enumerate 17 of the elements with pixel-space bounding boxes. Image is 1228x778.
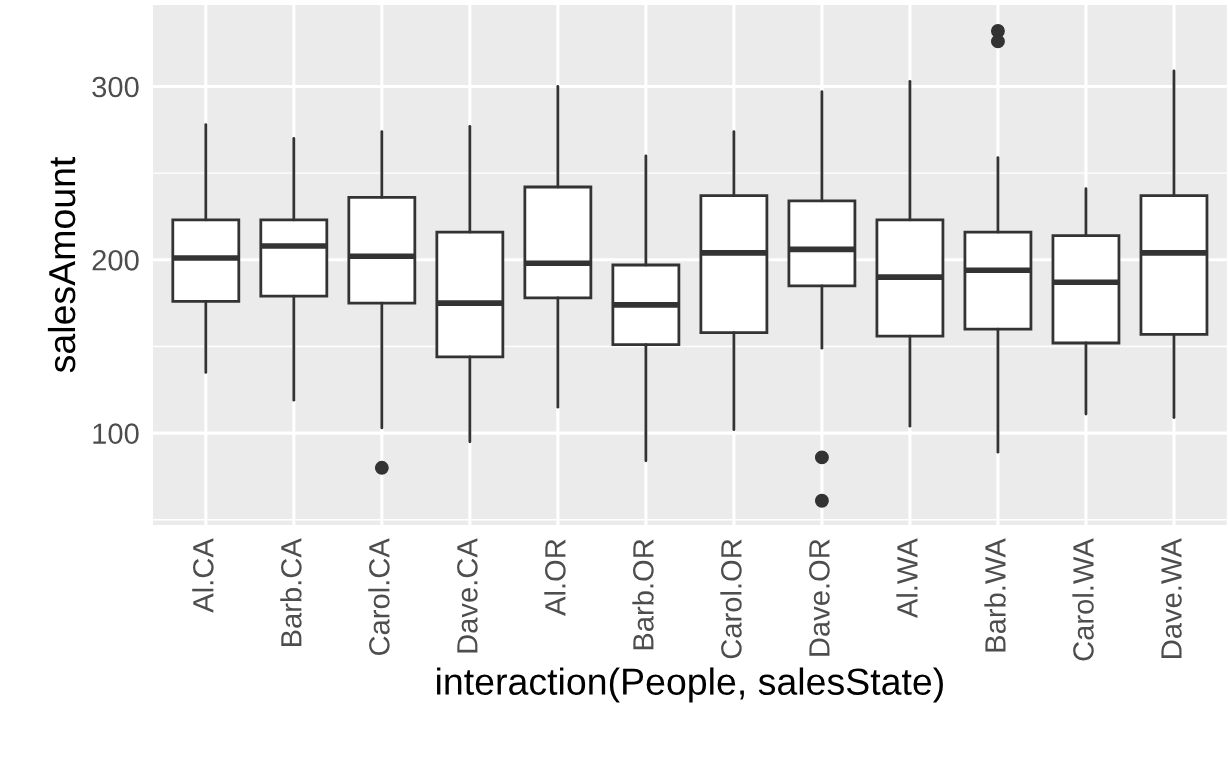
- x-tick-label: Barb.OR: [632, 539, 654, 650]
- y-tick-label: 300: [92, 76, 139, 98]
- x-tick-label: Carol.WA: [1072, 538, 1094, 661]
- y-tick-label: 200: [92, 250, 139, 271]
- x-tick-label: Dave.WA: [1161, 538, 1182, 658]
- x-tick-label: Dave.CA: [457, 538, 478, 653]
- x-axis-title: interaction(People, salesState): [437, 667, 943, 703]
- x-tick-label: Carol.CA: [368, 538, 390, 656]
- y-tick-label: 100: [93, 423, 139, 444]
- x-tick-label: Al.WA: [896, 538, 918, 619]
- y-axis-title: salesAmount: [47, 156, 76, 373]
- x-tick-label: Al.OR: [544, 539, 566, 616]
- x-tick-label: Al.CA: [192, 538, 214, 613]
- x-tick-label: Barb.WA: [984, 538, 1006, 652]
- x-tick-label: Barb.CA: [280, 538, 302, 647]
- x-tick-label: Carol.OR: [720, 539, 742, 659]
- x-tick-label: Dave.OR: [809, 539, 830, 656]
